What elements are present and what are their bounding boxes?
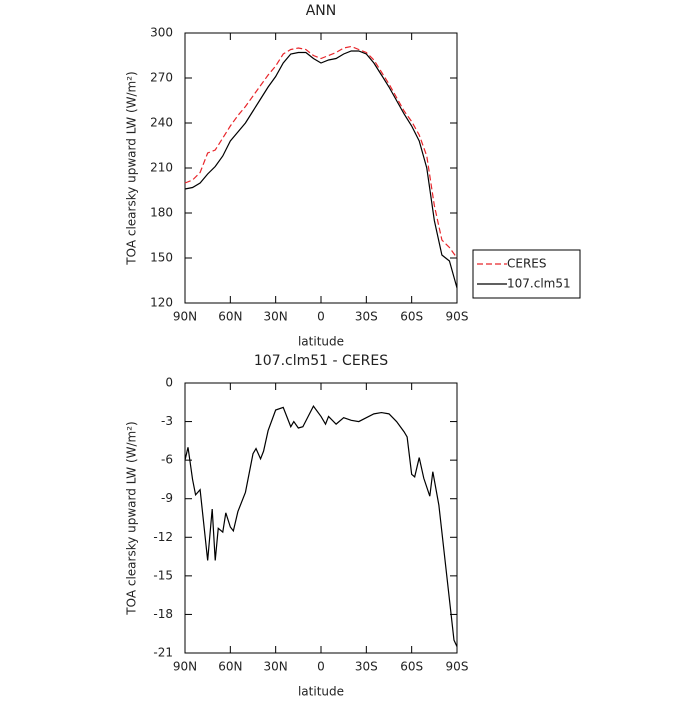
chart-title: ANN xyxy=(306,3,337,19)
y-tick-label: -9 xyxy=(161,491,173,505)
x-tick-label: 60S xyxy=(400,660,423,674)
y-tick-label: -3 xyxy=(161,414,173,428)
data-line xyxy=(184,405,458,647)
x-tick-label: 60N xyxy=(218,310,242,324)
y-tick-label: -15 xyxy=(153,568,173,582)
data-line xyxy=(184,45,458,259)
y-axis-label: TOA clearsky upward LW (W/m²) xyxy=(125,421,139,615)
x-tick-label: 0 xyxy=(317,310,325,324)
x-tick-label: 90N xyxy=(173,660,197,674)
y-tick-label: 210 xyxy=(150,161,173,175)
legend-label: CERES xyxy=(507,257,547,271)
y-tick-label: -21 xyxy=(153,646,173,660)
y-tick-label: 240 xyxy=(150,116,173,130)
x-tick-label: 0 xyxy=(317,660,325,674)
legend-box xyxy=(472,249,581,299)
x-tick-label: 30S xyxy=(355,310,378,324)
x-axis-label: latitude xyxy=(298,335,344,349)
y-tick-label: 180 xyxy=(150,206,173,220)
y-tick-label: 150 xyxy=(150,251,173,265)
y-tick-label: 120 xyxy=(150,296,173,310)
x-tick-label: 60S xyxy=(400,310,423,324)
y-axis-label: TOA clearsky upward LW (W/m²) xyxy=(125,71,139,265)
y-tick-label: -18 xyxy=(153,607,173,621)
x-axis-label: latitude xyxy=(298,685,344,699)
x-tick-label: 90N xyxy=(173,310,197,324)
x-tick-label: 30N xyxy=(264,310,288,324)
x-tick-label: 90S xyxy=(446,310,469,324)
data-line xyxy=(184,50,458,289)
y-tick-label: -6 xyxy=(161,453,173,467)
x-tick-label: 30S xyxy=(355,660,378,674)
chart-title: 107.clm51 - CERES xyxy=(254,353,388,369)
y-tick-label: 0 xyxy=(165,376,173,390)
y-tick-label: -12 xyxy=(153,530,173,544)
x-tick-label: 30N xyxy=(264,660,288,674)
x-tick-label: 90S xyxy=(446,660,469,674)
plot-frame xyxy=(184,32,458,304)
y-tick-label: 270 xyxy=(150,71,173,85)
y-tick-label: 300 xyxy=(150,26,173,40)
plot-frame xyxy=(184,382,458,654)
x-tick-label: 60N xyxy=(218,660,242,674)
legend-label: 107.clm51 xyxy=(507,277,571,291)
